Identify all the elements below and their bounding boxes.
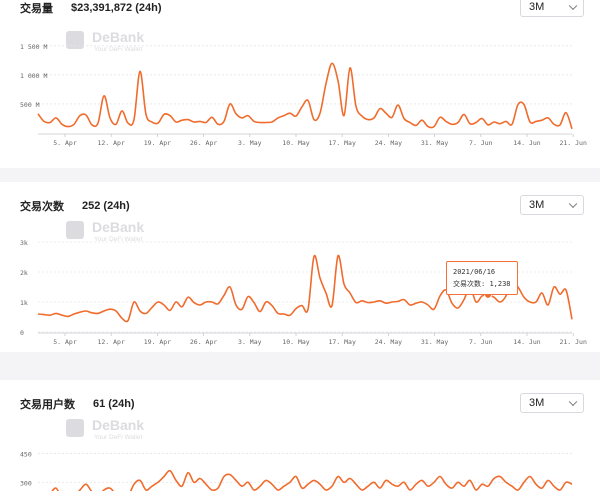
range-select[interactable]: 3M [520, 0, 584, 17]
x-tick-label: 3. May [238, 139, 262, 147]
y-tick-label: 0 [20, 329, 24, 337]
metric-title: 交易用户数 [20, 399, 75, 411]
x-tick-label: 31. May [421, 338, 448, 346]
range-select-value: 3M [529, 1, 545, 13]
x-tick-label: 26. Apr [190, 139, 217, 147]
y-tick-label: 1k [20, 299, 28, 307]
metric-title: 交易次数 [20, 201, 64, 213]
metric-value: 61 (24h) [93, 398, 135, 410]
range-select-value: 3M [529, 397, 545, 409]
x-tick-label: 24. May [375, 139, 402, 147]
panel-header: 交易用户数 61 (24h) [20, 392, 135, 416]
x-tick-label: 7. Jun [469, 338, 493, 346]
metric-title: 交易量 [20, 3, 53, 15]
x-tick-label: 19. Apr [144, 139, 171, 147]
panel-header: 交易次数 252 (24h) [20, 194, 130, 218]
x-tick-label: 12. Apr [97, 139, 124, 147]
tooltip-value: 1,238 [489, 280, 511, 288]
series-line[interactable] [37, 62, 573, 130]
y-tick-label: 500 M [20, 101, 40, 109]
panel-tx-users: 交易用户数 61 (24h) 3M DeBank Your DeFi Wallet… [0, 380, 600, 491]
x-tick-label: 7. Jun [469, 139, 493, 147]
x-tick-label: 31. May [421, 139, 448, 147]
x-tick-label: 19. Apr [144, 338, 171, 346]
x-tick-label: 10. May [282, 139, 309, 147]
x-tick-label: 14. Jun [513, 338, 540, 346]
watermark-brand: DeBank [92, 219, 144, 235]
metric-value: 252 (24h) [82, 200, 130, 212]
watermark-tagline: Your DeFi Wallet [94, 434, 142, 441]
x-tick-label: 5. Apr [53, 139, 77, 147]
x-tick-label: 17. May [328, 338, 355, 346]
tooltip-date: 2021/06/16 [453, 268, 496, 276]
series-line[interactable] [38, 469, 573, 491]
x-tick-label: 21. Jun [559, 338, 586, 346]
tooltip-label: 交易次数 [453, 280, 481, 288]
range-select-value: 3M [529, 199, 545, 211]
watermark-brand: DeBank [92, 417, 144, 433]
x-tick-label: 14. Jun [513, 139, 540, 147]
x-tick-label: 17. May [328, 139, 355, 147]
x-tick-label: 21. Jun [559, 139, 586, 147]
metric-value: $23,391,872 (24h) [71, 2, 162, 14]
x-tick-label: 12. Apr [97, 338, 124, 346]
y-tick-label: 300 [20, 479, 32, 487]
x-tick-label: 24. May [375, 338, 402, 346]
y-tick-label: 2k [20, 269, 28, 277]
y-tick-label: 1 000 M [20, 72, 47, 80]
watermark-tagline: Your DeFi Wallet [94, 236, 142, 243]
watermark-brand: DeBank [92, 29, 144, 45]
series-line[interactable] [37, 254, 573, 323]
y-tick-label: 1 500 M [20, 43, 47, 51]
panel-header: 交易量 $23,391,872 (24h) [20, 0, 162, 20]
x-tick-label: 10. May [282, 338, 309, 346]
debank-logo-icon [66, 31, 84, 49]
debank-logo-icon [66, 419, 84, 437]
panel-tx-count: 交易次数 252 (24h) 3M DeBank Your DeFi Wallet… [0, 182, 600, 352]
y-tick-label: 3k [20, 239, 28, 247]
range-select[interactable]: 3M [520, 195, 584, 215]
x-tick-label: 26. Apr [190, 338, 217, 346]
tooltip-row: 交易次数: 1,238 [453, 280, 511, 288]
range-select[interactable]: 3M [520, 393, 584, 413]
x-tick-label: 3. May [238, 338, 262, 346]
chart-tooltip: 2021/06/16 交易次数: 1,238 [446, 261, 518, 295]
panel-volume: 交易量 $23,391,872 (24h) 3M DeBank Your DeFi… [0, 0, 600, 168]
watermark-tagline: Your DeFi Wallet [94, 46, 142, 53]
y-tick-label: 450 [20, 450, 32, 458]
x-tick-label: 5. Apr [53, 338, 77, 346]
debank-logo-icon [66, 221, 84, 239]
